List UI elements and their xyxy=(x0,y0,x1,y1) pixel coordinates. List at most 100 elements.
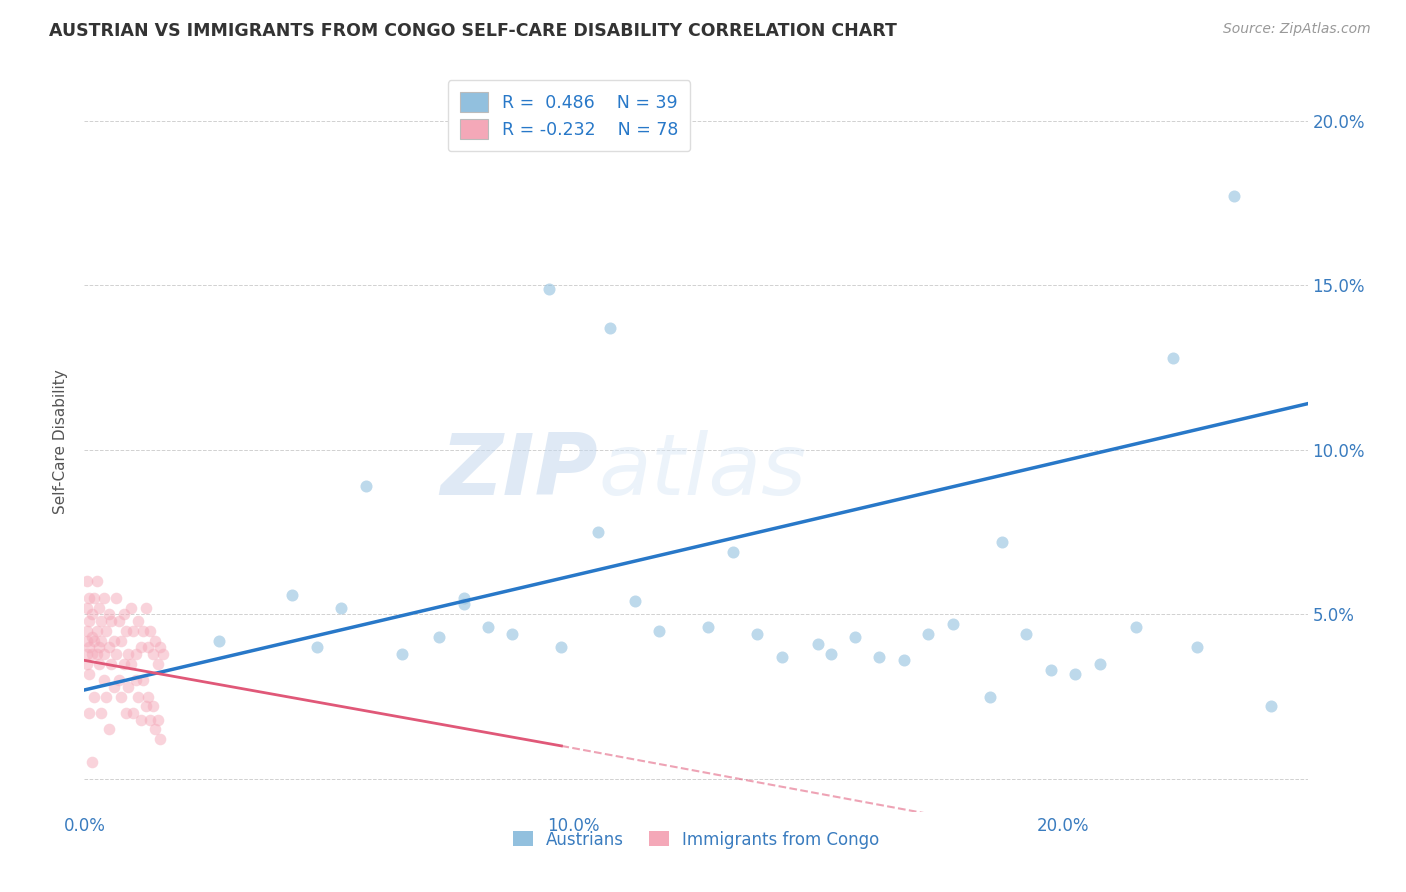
Point xyxy=(142,647,165,661)
Point xyxy=(83,591,105,605)
Point xyxy=(90,633,112,648)
Point xyxy=(86,624,108,638)
Point xyxy=(152,647,174,661)
Point xyxy=(354,479,377,493)
Point xyxy=(107,673,129,687)
Point xyxy=(103,633,125,648)
Point xyxy=(83,690,105,704)
Point xyxy=(1039,663,1062,677)
Point xyxy=(1161,351,1184,365)
Point xyxy=(135,699,157,714)
Point xyxy=(991,535,1014,549)
Point xyxy=(83,633,105,648)
Point xyxy=(1015,627,1038,641)
Point xyxy=(115,706,138,720)
Point xyxy=(599,321,621,335)
Point xyxy=(139,713,162,727)
Point xyxy=(453,591,475,605)
Point xyxy=(648,624,671,638)
Point xyxy=(869,650,891,665)
Point xyxy=(76,624,98,638)
Point xyxy=(893,653,915,667)
Point xyxy=(97,640,120,655)
Point xyxy=(820,647,842,661)
Point xyxy=(129,713,152,727)
Point xyxy=(143,633,166,648)
Point xyxy=(77,640,100,655)
Point xyxy=(77,706,100,720)
Point xyxy=(97,607,120,622)
Point xyxy=(453,598,475,612)
Point xyxy=(80,607,103,622)
Point xyxy=(76,657,98,671)
Point xyxy=(93,591,115,605)
Point xyxy=(76,633,98,648)
Point xyxy=(86,574,108,589)
Point xyxy=(76,600,98,615)
Point xyxy=(1088,657,1111,671)
Text: AUSTRIAN VS IMMIGRANTS FROM CONGO SELF-CARE DISABILITY CORRELATION CHART: AUSTRIAN VS IMMIGRANTS FROM CONGO SELF-C… xyxy=(49,22,897,40)
Point xyxy=(142,699,165,714)
Point xyxy=(115,624,138,638)
Point xyxy=(586,524,609,539)
Point xyxy=(77,614,100,628)
Point xyxy=(697,620,720,634)
Point xyxy=(1125,620,1147,634)
Point xyxy=(107,614,129,628)
Point xyxy=(80,647,103,661)
Text: atlas: atlas xyxy=(598,430,806,513)
Point xyxy=(76,574,98,589)
Point xyxy=(538,281,561,295)
Point xyxy=(105,647,128,661)
Point xyxy=(281,588,304,602)
Point xyxy=(105,591,128,605)
Text: ZIP: ZIP xyxy=(440,430,598,513)
Point xyxy=(1260,699,1282,714)
Point xyxy=(122,624,145,638)
Point xyxy=(305,640,328,655)
Point xyxy=(120,600,142,615)
Point xyxy=(100,614,122,628)
Point xyxy=(135,600,157,615)
Point xyxy=(146,657,169,671)
Point xyxy=(80,630,103,644)
Point xyxy=(1223,189,1246,203)
Point xyxy=(125,673,148,687)
Point xyxy=(100,657,122,671)
Point xyxy=(127,614,149,628)
Point xyxy=(136,640,159,655)
Point xyxy=(427,630,450,644)
Point xyxy=(136,690,159,704)
Point xyxy=(87,657,110,671)
Point xyxy=(87,640,110,655)
Point xyxy=(93,673,115,687)
Y-axis label: Self-Care Disability: Self-Care Disability xyxy=(53,369,69,514)
Point xyxy=(391,647,413,661)
Point xyxy=(132,673,155,687)
Point xyxy=(942,617,965,632)
Point xyxy=(979,690,1001,704)
Point xyxy=(747,627,769,641)
Point xyxy=(146,713,169,727)
Point xyxy=(87,600,110,615)
Point xyxy=(117,647,139,661)
Point xyxy=(76,647,98,661)
Point xyxy=(112,657,135,671)
Point xyxy=(77,666,100,681)
Point xyxy=(477,620,499,634)
Legend: Austrians, Immigrants from Congo: Austrians, Immigrants from Congo xyxy=(506,824,886,855)
Point xyxy=(122,706,145,720)
Point xyxy=(120,657,142,671)
Point xyxy=(1064,666,1087,681)
Point xyxy=(90,706,112,720)
Point xyxy=(110,690,132,704)
Point xyxy=(97,723,120,737)
Text: Source: ZipAtlas.com: Source: ZipAtlas.com xyxy=(1223,22,1371,37)
Point xyxy=(770,650,793,665)
Point xyxy=(110,633,132,648)
Point xyxy=(330,600,353,615)
Point xyxy=(624,594,647,608)
Point xyxy=(103,680,125,694)
Point xyxy=(502,627,524,641)
Point xyxy=(844,630,866,644)
